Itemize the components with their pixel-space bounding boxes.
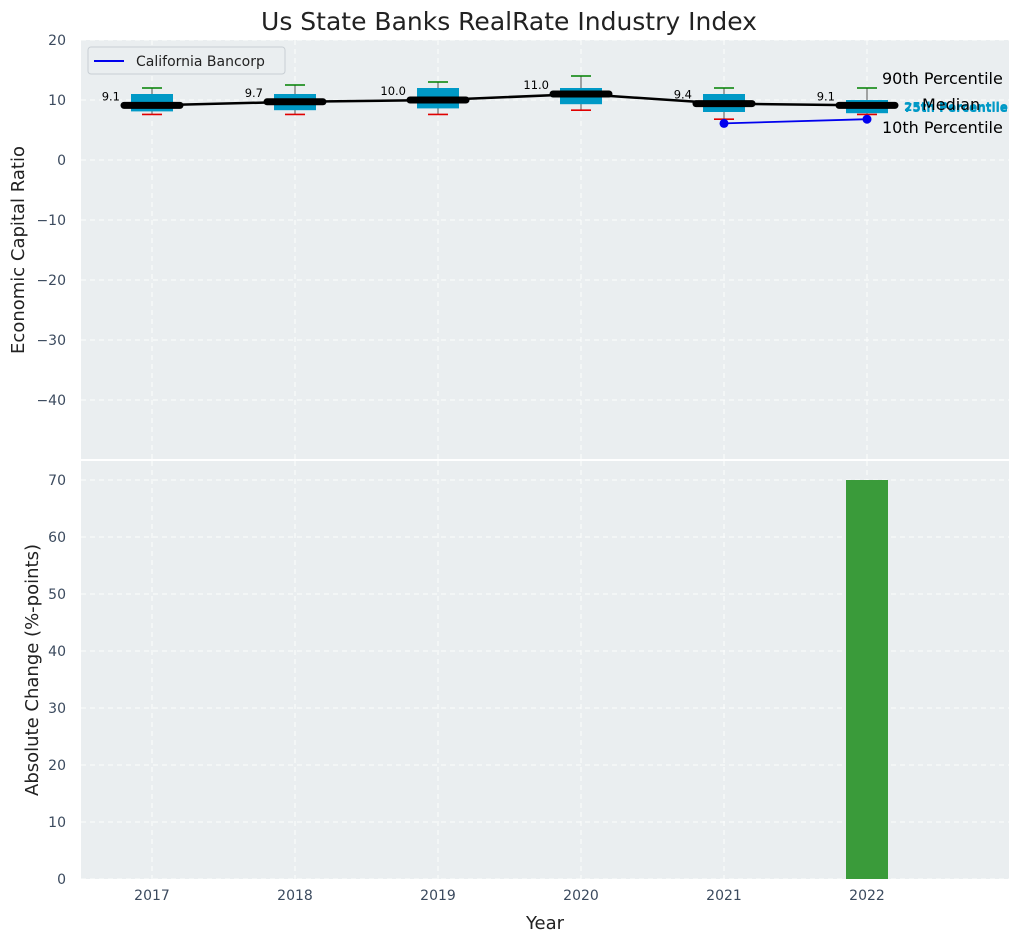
top-y-tick-label: −40	[36, 393, 66, 409]
bottom-grid	[81, 461, 1009, 880]
median-value-label: 11.0	[523, 78, 549, 92]
legend: California Bancorp	[87, 46, 286, 75]
bottom-y-tick-label: 0	[57, 872, 66, 888]
bottom-y-tick-label: 10	[48, 815, 66, 831]
top-y-tick-labels: 20 10 0 −10 −20 −30 −40	[36, 33, 66, 409]
x-tick-label: 2022	[849, 888, 885, 904]
top-y-tick-label: −20	[36, 273, 66, 289]
x-tick-label: 2018	[277, 888, 313, 904]
label-25th-percentile: 25th Percentile	[904, 100, 1008, 114]
label-median: Median	[922, 95, 980, 114]
top-y-tick-label: 10	[48, 93, 66, 109]
label-90th-percentile: 90th Percentile	[882, 69, 1003, 88]
top-grid	[81, 39, 1009, 459]
median-value-label: 9.1	[102, 89, 120, 103]
x-tick-labels: 2017 2018 2019 2020 2021 2022	[134, 888, 885, 904]
median-trend-line	[151, 92, 868, 107]
company-line	[723, 118, 868, 125]
chart-title: Us State Banks RealRate Industry Index	[261, 7, 757, 36]
bottom-y-tick-label: 20	[48, 758, 66, 774]
top-y-tick-label: −10	[36, 213, 66, 229]
bottom-y-axis-label: Absolute Change (%-points)	[22, 544, 43, 796]
x-tick-label: 2017	[134, 888, 170, 904]
top-y-axis-label: Economic Capital Ratio	[8, 146, 29, 354]
box-plots: 9.1 9.7 10.0 11.0 9.4 9.1	[102, 75, 899, 128]
x-tick-label: 2021	[706, 888, 742, 904]
bar	[846, 480, 888, 879]
x-axis-label: Year	[525, 913, 565, 934]
top-y-tick-label: 0	[57, 153, 66, 169]
median-value-label: 9.7	[245, 86, 263, 100]
x-tick-label: 2019	[420, 888, 456, 904]
bottom-y-tick-label: 60	[48, 530, 66, 546]
legend-frame	[87, 46, 286, 75]
bottom-y-tick-labels: 0 10 20 30 40 50 60 70	[48, 473, 66, 888]
top-y-tick-label: −30	[36, 333, 66, 349]
bottom-y-tick-label: 50	[48, 587, 66, 603]
bottom-y-tick-label: 40	[48, 644, 66, 660]
top-y-tick-label: 20	[48, 33, 66, 49]
label-10th-percentile: 10th Percentile	[882, 118, 1003, 137]
company-point	[862, 114, 872, 124]
bottom-y-tick-label: 30	[48, 701, 66, 717]
company-point	[719, 118, 729, 128]
legend-label-california-bancorp: California Bancorp	[136, 54, 265, 70]
median-value-label: 9.4	[674, 88, 692, 102]
x-tick-label: 2020	[563, 888, 599, 904]
bottom-y-tick-label: 70	[48, 473, 66, 489]
bars	[846, 480, 888, 879]
median-value-label: 9.1	[817, 89, 835, 103]
label-75th-percentile: 75th Percentile	[904, 101, 1008, 115]
median-value-label: 10.0	[380, 84, 406, 98]
